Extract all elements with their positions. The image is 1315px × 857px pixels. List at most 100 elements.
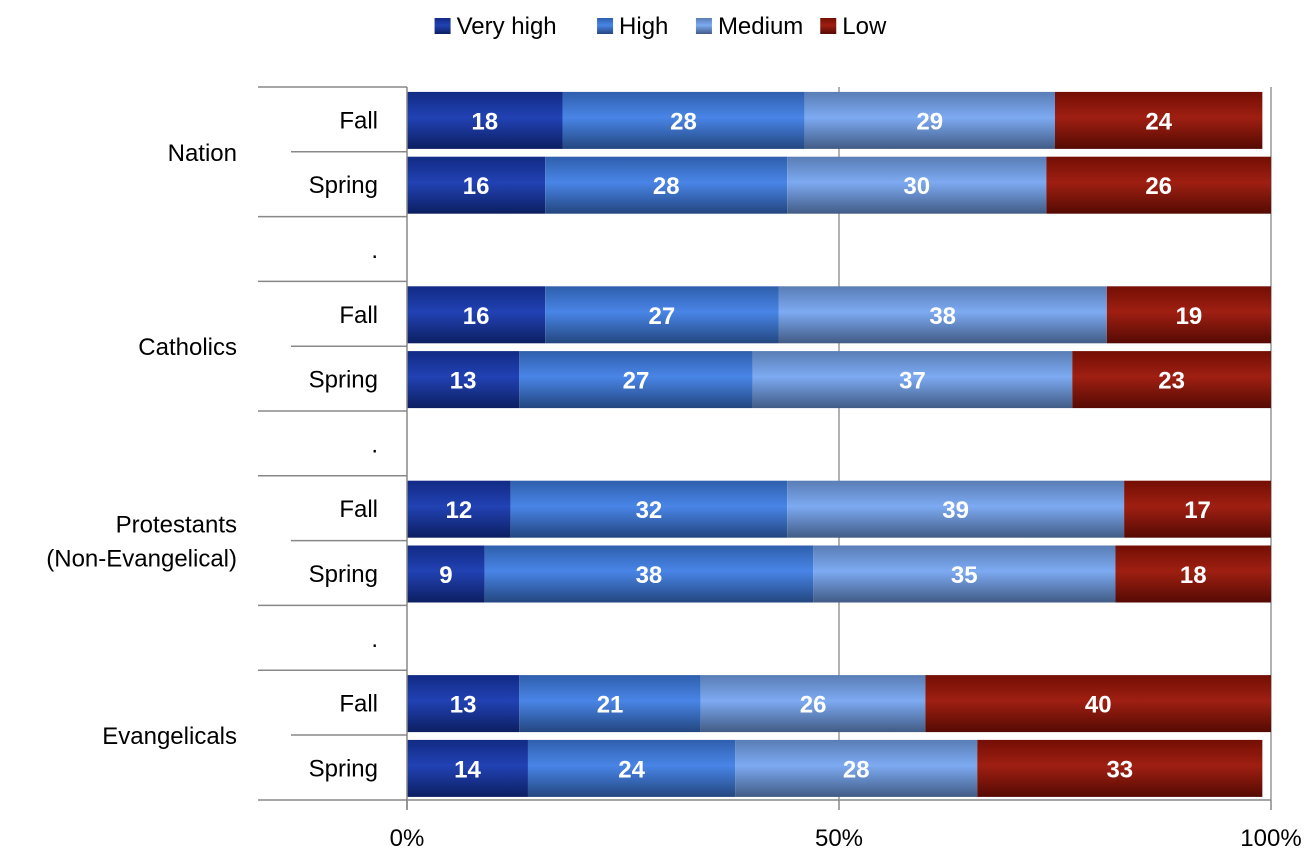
bar-segment-catholics-spring-medium — [752, 351, 1073, 409]
bar-segment-evangelicals-spring-medium — [735, 739, 978, 797]
bar-segment-protestants-fall-high — [510, 480, 788, 538]
data-label-catholics-spring-high: 27 — [623, 368, 650, 395]
bar-segment-nation-spring-very-high — [407, 156, 546, 214]
bar-segment-nation-fall-medium — [804, 91, 1055, 149]
bar-segment-catholics-spring-very-high — [407, 351, 520, 409]
bar-segment-protestants-spring-high — [484, 545, 814, 603]
data-label-protestants-fall-low: 17 — [1184, 497, 1211, 524]
row-label-nation-spring: Spring — [309, 172, 378, 199]
bar-row-evangelicals-fall: 13 21 26 40 — [407, 675, 1271, 733]
data-label-nation-spring-medium: 30 — [903, 173, 930, 200]
bar-segment-catholics-spring-high — [519, 351, 753, 409]
bar-segment-nation-spring-low — [1046, 156, 1271, 214]
bar-segment-evangelicals-spring-very-high — [407, 739, 528, 797]
legend-label-high: High — [619, 13, 668, 40]
bar-segment-protestants-fall-low — [1124, 480, 1271, 538]
bar-segment-catholics-fall-very-high — [407, 286, 546, 344]
data-label-protestants-spring-medium: 35 — [951, 562, 978, 589]
bar-segment-catholics-fall-medium — [778, 286, 1107, 344]
legend-label-very-high: Very high — [457, 13, 557, 40]
data-label-evangelicals-fall-low: 40 — [1085, 692, 1112, 719]
row-label-catholics-spring: Spring — [309, 367, 378, 394]
bar-row-catholics-fall: 16 27 38 19 — [407, 286, 1271, 344]
bar-segment-nation-spring-high — [545, 156, 788, 214]
bar-segment-nation-fall-low — [1055, 91, 1263, 149]
bar-segment-evangelicals-spring-high — [527, 739, 736, 797]
legend: Very high High Medium Low — [434, 13, 887, 40]
legend-item-very-high: Very high — [434, 13, 557, 40]
bar-segment-evangelicals-fall-low — [925, 675, 1271, 733]
legend-swatch-very-high — [434, 18, 451, 34]
data-label-protestants-fall-very-high: 12 — [445, 497, 472, 524]
data-label-catholics-fall-medium: 38 — [929, 303, 956, 330]
bar-row-evangelicals-spring: 14 24 28 33 — [407, 739, 1263, 797]
bar-row-protestants-spring: 9 38 35 18 — [407, 545, 1271, 603]
data-label-protestants-spring-low: 18 — [1180, 562, 1207, 589]
bar-row-catholics-spring: 13 27 37 23 — [407, 351, 1271, 409]
data-label-nation-fall-high: 28 — [670, 108, 697, 135]
data-label-catholics-spring-medium: 37 — [899, 368, 926, 395]
data-label-nation-fall-low: 24 — [1145, 108, 1172, 135]
row-label-evangelicals-spring: Spring — [309, 755, 378, 782]
legend-label-medium: Medium — [718, 13, 803, 40]
bar-segment-nation-fall-very-high — [407, 91, 563, 149]
data-label-protestants-spring-very-high: 9 — [439, 562, 452, 589]
bar-segment-protestants-spring-low — [1115, 545, 1271, 603]
data-label-nation-spring-high: 28 — [653, 173, 680, 200]
row-label-protestants-fall: Fall — [339, 496, 378, 523]
group-label-catholics: Catholics — [138, 334, 237, 361]
legend-item-medium: Medium — [695, 13, 803, 40]
data-label-catholics-spring-very-high: 13 — [450, 368, 477, 395]
legend-item-high: High — [597, 13, 668, 40]
data-label-evangelicals-spring-very-high: 14 — [454, 756, 481, 783]
bar-row-protestants-fall: 12 32 39 17 — [407, 480, 1271, 538]
data-label-evangelicals-spring-medium: 28 — [843, 756, 870, 783]
separator-label: . — [371, 237, 378, 264]
data-label-nation-spring-very-high: 16 — [463, 173, 490, 200]
bar-segment-evangelicals-spring-low — [977, 739, 1263, 797]
legend-label-low: Low — [842, 13, 887, 40]
x-tick-label-100: 100% — [1240, 825, 1301, 852]
data-label-catholics-fall-low: 19 — [1176, 303, 1203, 330]
data-label-evangelicals-spring-low: 33 — [1106, 756, 1133, 783]
row-label-evangelicals-fall: Fall — [339, 691, 378, 718]
bar-segment-catholics-fall-high — [545, 286, 779, 344]
data-label-evangelicals-spring-high: 24 — [618, 756, 645, 783]
bar-segment-catholics-spring-low — [1072, 351, 1271, 409]
data-label-nation-fall-medium: 29 — [916, 108, 943, 135]
data-label-catholics-fall-high: 27 — [649, 303, 676, 330]
data-label-catholics-spring-low: 23 — [1158, 368, 1185, 395]
data-label-catholics-fall-very-high: 16 — [463, 303, 490, 330]
data-label-protestants-spring-high: 38 — [636, 562, 663, 589]
group-label-protestants: Protestants (Non-Evangelical) — [46, 512, 237, 573]
bar-segment-protestants-spring-very-high — [407, 545, 485, 603]
bar-segment-protestants-fall-very-high — [407, 480, 511, 538]
bar-segment-protestants-fall-medium — [787, 480, 1125, 538]
category-labels: Fall Spring. Fall Spring. Fall Spring. Fall Spr… — [46, 107, 378, 782]
legend-swatch-medium — [695, 18, 712, 34]
bars: 18 28 29 24 16 28 30 26 16 27 38 19 13 27 37 23 12 32 39 17… — [407, 91, 1271, 797]
legend-swatch-high — [597, 18, 614, 34]
legend-item-low: Low — [820, 13, 887, 40]
bar-segment-nation-fall-high — [562, 91, 805, 149]
bar-segment-evangelicals-fall-high — [519, 675, 701, 733]
data-label-evangelicals-fall-medium: 26 — [800, 692, 827, 719]
bar-segment-nation-spring-medium — [787, 156, 1047, 214]
data-label-protestants-fall-medium: 39 — [942, 497, 969, 524]
group-label-nation: Nation — [168, 140, 237, 167]
data-label-nation-fall-very-high: 18 — [471, 108, 498, 135]
row-label-catholics-fall: Fall — [339, 302, 378, 329]
data-label-evangelicals-fall-high: 21 — [597, 692, 624, 719]
group-label-evangelicals: Evangelicals — [102, 723, 237, 750]
bar-segment-catholics-fall-low — [1106, 286, 1271, 344]
bar-row-nation-fall: 18 28 29 24 — [407, 91, 1263, 149]
bar-segment-evangelicals-fall-very-high — [407, 675, 520, 733]
x-tick-label-50: 50% — [815, 825, 863, 852]
data-label-protestants-fall-high: 32 — [636, 497, 663, 524]
separator-label: . — [371, 431, 378, 458]
x-tick-label-0: 0% — [390, 825, 425, 852]
data-label-evangelicals-fall-very-high: 13 — [450, 692, 477, 719]
bar-segment-evangelicals-fall-medium — [700, 675, 926, 733]
separator-label: . — [371, 626, 378, 653]
